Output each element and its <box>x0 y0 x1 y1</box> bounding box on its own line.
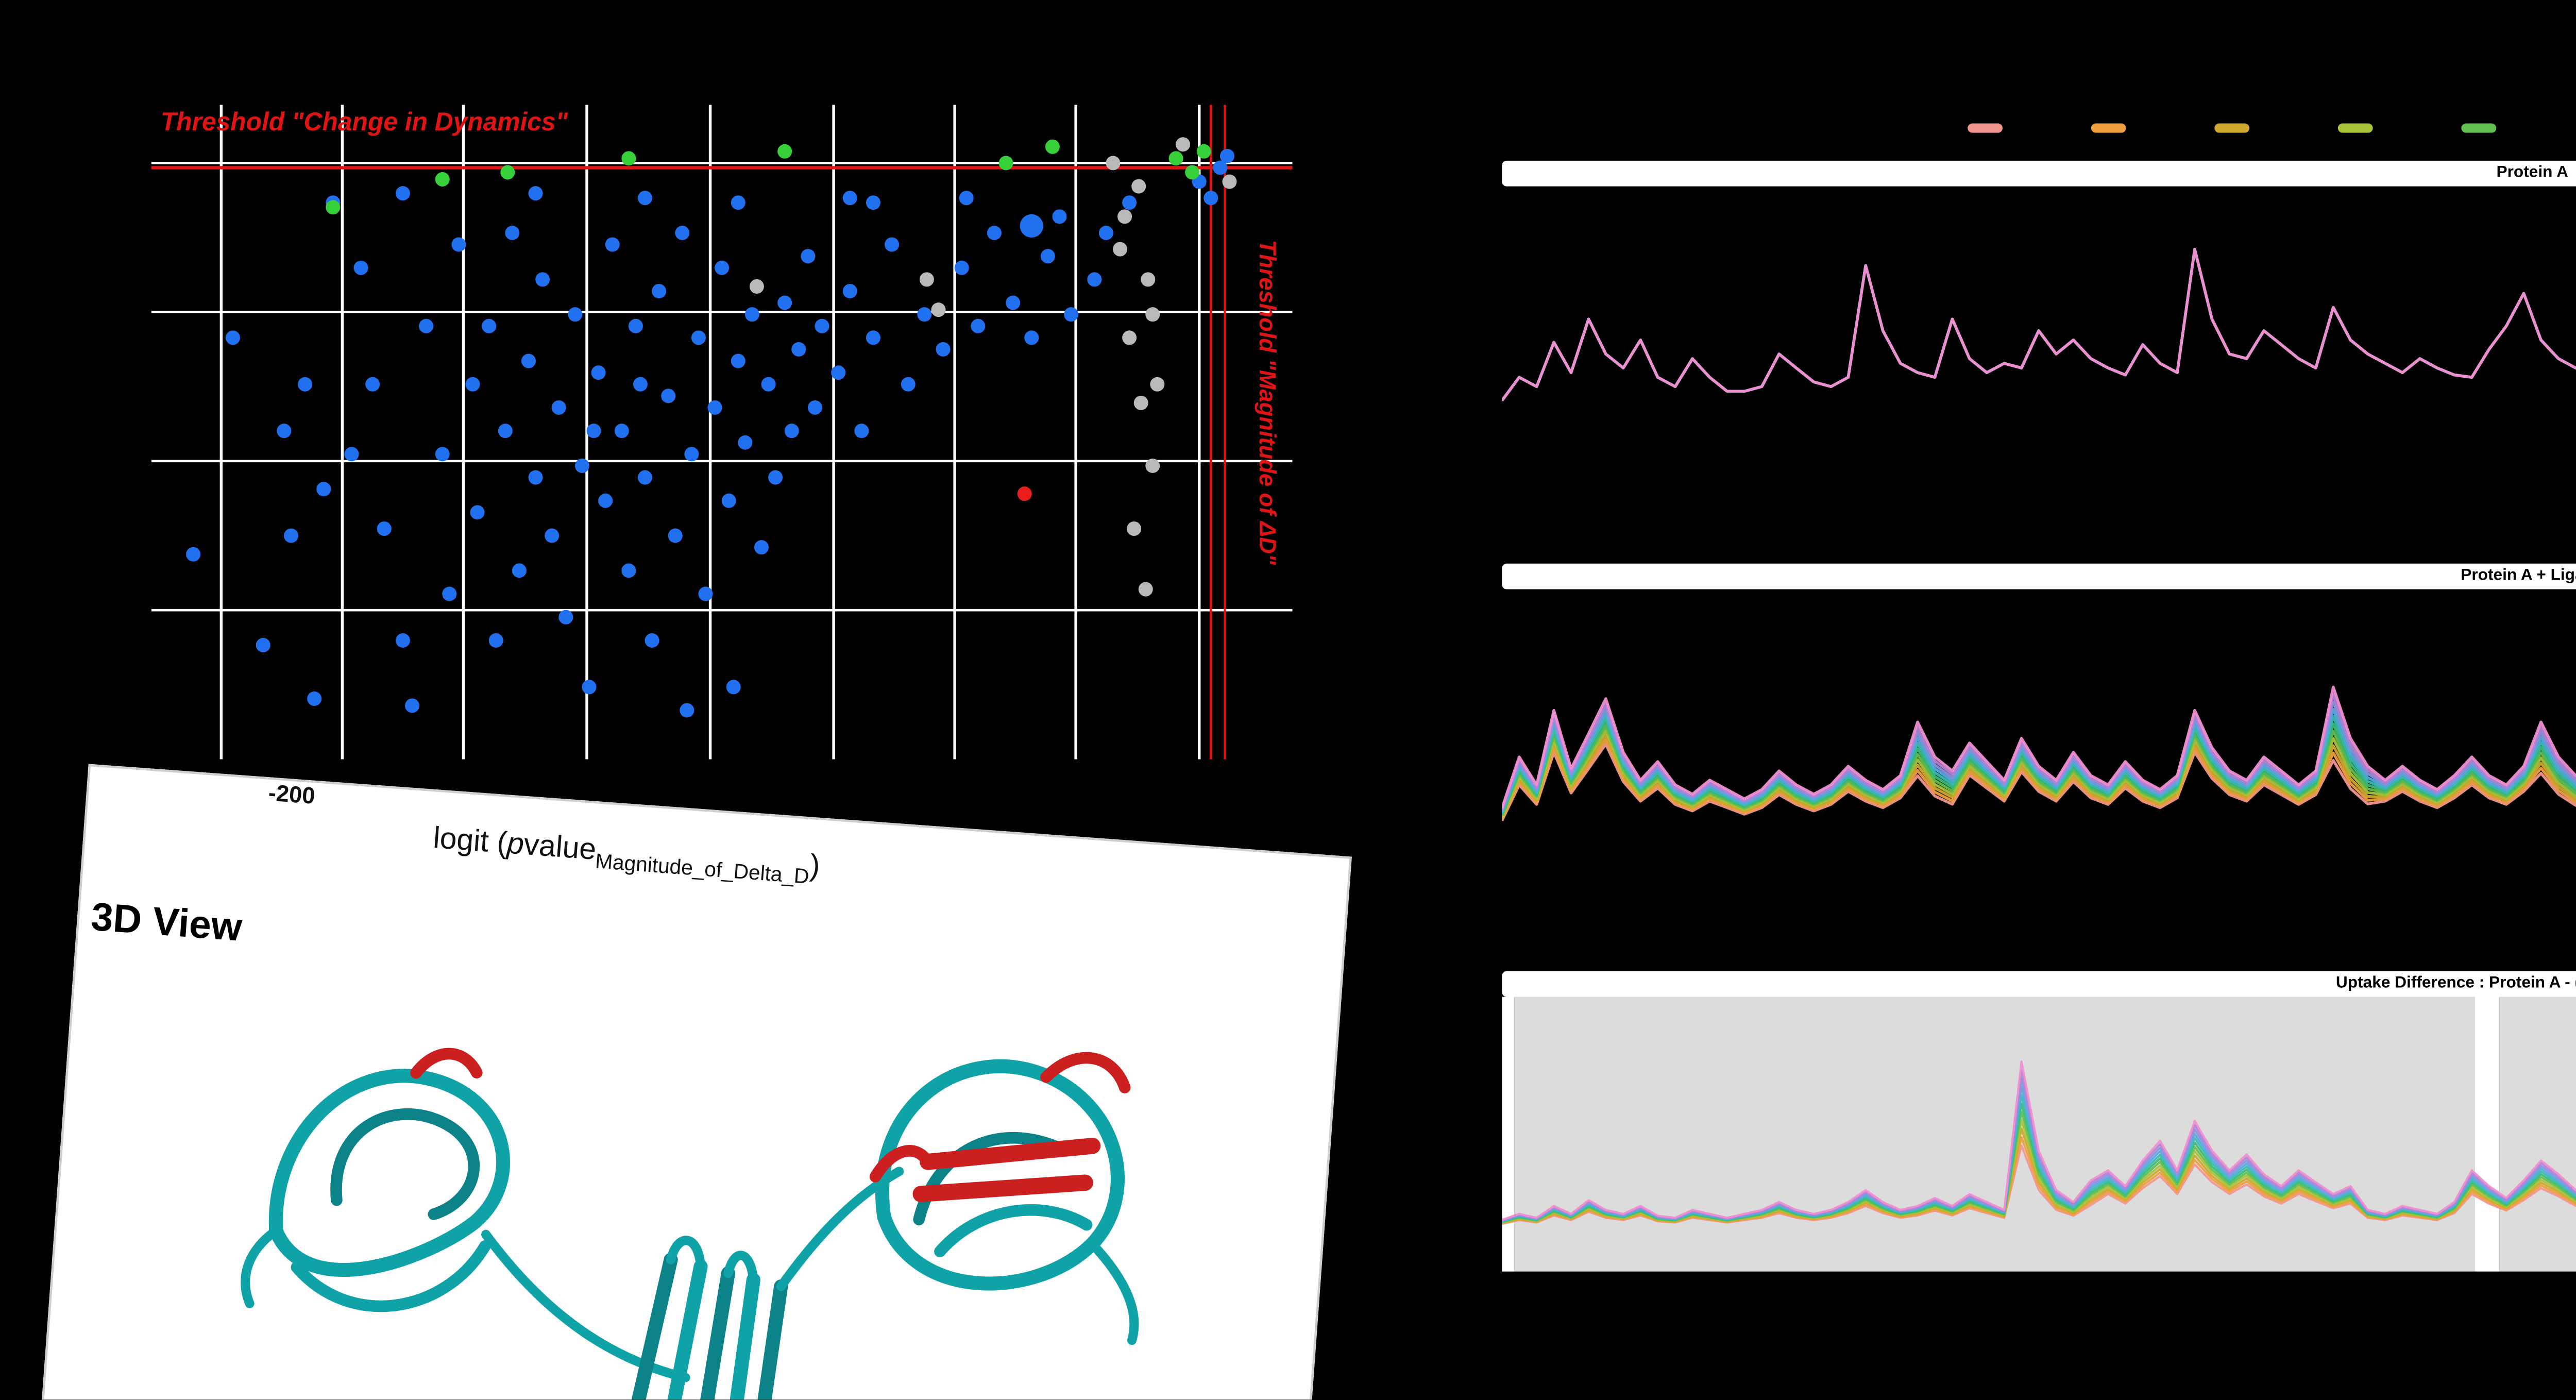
chart-title-protein-a: Protein A <box>1502 160 2576 187</box>
x-axis-label: logit (pvalueMagnitude_of_Delta_D) <box>432 819 822 889</box>
protein-ribbon[interactable] <box>155 944 1225 1400</box>
chart-title-protein-a-label: Protein A <box>2496 165 2568 182</box>
x-axis-tick: -200 <box>267 782 316 811</box>
x-axis-label-prefix: logit ( <box>432 819 509 860</box>
x-axis-label-suffix: ) <box>808 847 822 883</box>
uptake-difference-chart[interactable] <box>1502 997 2576 1272</box>
x-axis-label-value: value <box>522 826 598 867</box>
volcano-plot[interactable]: Threshold "Change in Dynamics" Threshold… <box>151 105 1293 760</box>
structure-panel: -200 logit (pvalueMagnitude_of_Delta_D) … <box>36 764 1352 1400</box>
volcano-scatter-svg[interactable] <box>151 105 1293 760</box>
uptake-chart-protein-a[interactable] <box>1502 187 2576 541</box>
threshold-magnitude-label: Threshold "Magnitude of ΔD" <box>1252 240 1279 565</box>
legend-dash-0[interactable] <box>1968 123 2003 132</box>
chart-title-uptake-difference: Uptake Difference : Protein A - (Protein… <box>1502 971 2576 997</box>
threshold-change-dynamics-label: Threshold "Change in Dynamics" <box>160 109 568 138</box>
3d-view-title: 3D View <box>89 895 244 951</box>
legend-dash-4[interactable] <box>2461 123 2497 132</box>
legend-dash-2[interactable] <box>2214 123 2250 132</box>
chart-title-protein-a-ligand-label: Protein A + Ligand <box>2461 568 2576 585</box>
timepoint-legend[interactable] <box>1968 123 2576 132</box>
uptake-chart-protein-a-ligand[interactable] <box>1502 589 2576 943</box>
x-axis-label-p: p <box>505 825 526 862</box>
legend-dash-1[interactable] <box>2091 123 2126 132</box>
chart-title-uptake-difference-label: Uptake Difference : Protein A - (Protein… <box>2335 975 2576 992</box>
legend-dash-3[interactable] <box>2337 123 2373 132</box>
chart-title-protein-a-ligand: Protein A + Ligand <box>1502 563 2576 589</box>
x-axis-label-sub: Magnitude_of_Delta_D <box>594 849 810 888</box>
